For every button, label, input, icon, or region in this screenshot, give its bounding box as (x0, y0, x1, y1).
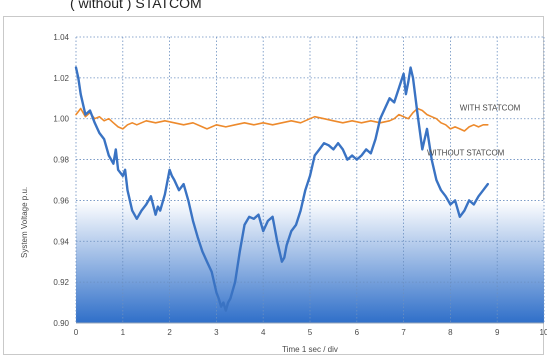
x-tick-label: 2 (167, 328, 172, 337)
series-label-with-statcom: WITH STATCOM (460, 104, 521, 113)
x-tick-label: 4 (261, 328, 266, 337)
y-tick-label: 0.94 (53, 237, 69, 246)
y-tick-label: 0.98 (53, 156, 69, 165)
y-axis-title: System Voltage p.u. (20, 187, 29, 258)
x-tick-label: 5 (308, 328, 313, 337)
y-tick-label: 1.02 (53, 74, 69, 83)
x-tick-label: 3 (214, 328, 219, 337)
x-tick-label: 8 (448, 328, 453, 337)
y-tick-label: 0.96 (53, 196, 69, 205)
x-tick-label: 9 (495, 328, 500, 337)
x-axis-title: Time 1 sec / div (282, 345, 338, 354)
y-tick-label: 1.00 (53, 115, 69, 124)
series-line-with-statcom (75, 107, 489, 132)
page-caption: ( without ) STATCOM (70, 0, 202, 11)
series-line-without-statcom (74, 66, 489, 312)
x-tick-label: 0 (74, 328, 79, 337)
y-tick-label: 0.90 (53, 319, 69, 328)
y-tick-label: 1.04 (53, 33, 69, 42)
series-label-without-statcom: WITHOUT STATCOM (427, 148, 505, 157)
x-tick-label: 10 (540, 328, 547, 337)
x-tick-label: 7 (401, 328, 406, 337)
x-tick-label: 1 (121, 328, 126, 337)
x-tick-label: 6 (355, 328, 360, 337)
y-tick-label: 0.92 (53, 278, 69, 287)
